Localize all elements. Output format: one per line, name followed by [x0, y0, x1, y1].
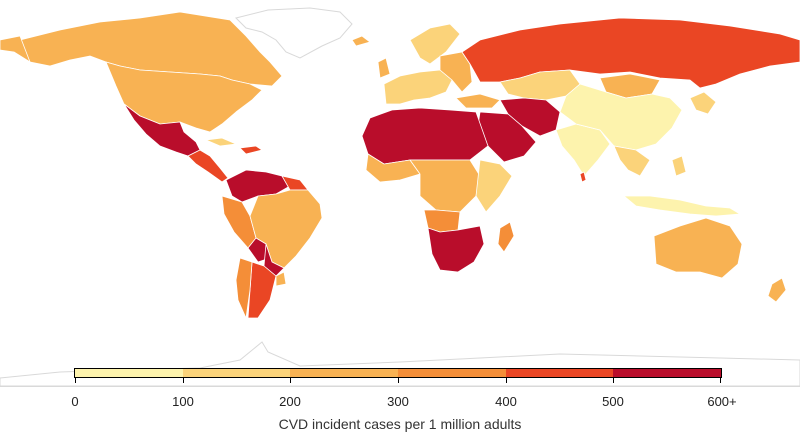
legend-tick	[398, 377, 399, 383]
legend-tick	[506, 377, 507, 383]
legend-tick	[183, 377, 184, 383]
paraguay	[263, 243, 285, 277]
legend-tick	[75, 377, 76, 383]
central-africa	[409, 159, 481, 213]
west-africa	[365, 153, 421, 183]
legend-bin-0-100	[75, 369, 183, 377]
western-europe	[383, 69, 453, 105]
legend-bin-400-500	[505, 369, 614, 377]
caribbean	[239, 145, 263, 155]
legend-bin-300-400	[398, 369, 506, 377]
uruguay	[275, 271, 287, 287]
legend-bin-500-600	[613, 369, 722, 377]
alaska	[0, 35, 31, 63]
legend-tick-label: 600+	[707, 394, 737, 409]
legend-tick-label: 0	[71, 394, 79, 409]
legend-bin-200-300	[290, 369, 399, 377]
iceland	[351, 35, 371, 47]
indonesia	[623, 195, 741, 217]
cuba	[205, 137, 237, 147]
legend-tick-label: 400	[495, 394, 517, 409]
legend-tick	[290, 377, 291, 383]
legend-tick-label: 500	[602, 394, 624, 409]
central-america	[187, 149, 229, 183]
legend-tick-label: 300	[387, 394, 409, 409]
southeast-asia	[613, 145, 651, 177]
southern-africa	[427, 225, 485, 273]
antarctica	[0, 341, 800, 387]
legend-tick	[720, 377, 721, 383]
ecuador-peru	[221, 195, 257, 249]
chile	[235, 257, 253, 319]
east-africa	[475, 159, 513, 213]
legend-color-bar	[74, 368, 722, 378]
legend-tick-label: 200	[279, 394, 301, 409]
turkey	[455, 93, 501, 109]
madagascar	[497, 221, 515, 253]
australia	[653, 217, 743, 279]
greenland	[235, 7, 353, 59]
legend-title: CVD incident cases per 1 million adults	[278, 416, 522, 432]
north-africa	[361, 107, 489, 165]
antarctica-baseline	[0, 386, 800, 387]
legend-tick-label: 100	[172, 394, 194, 409]
uk	[377, 57, 391, 79]
sri-lanka	[579, 171, 587, 183]
korea-japan	[689, 91, 717, 115]
china	[559, 83, 683, 151]
legend-bin-100-200	[182, 369, 291, 377]
scandinavia	[409, 23, 461, 65]
legend-tick	[613, 377, 614, 383]
new-zealand	[767, 277, 787, 303]
philippines	[671, 155, 687, 177]
